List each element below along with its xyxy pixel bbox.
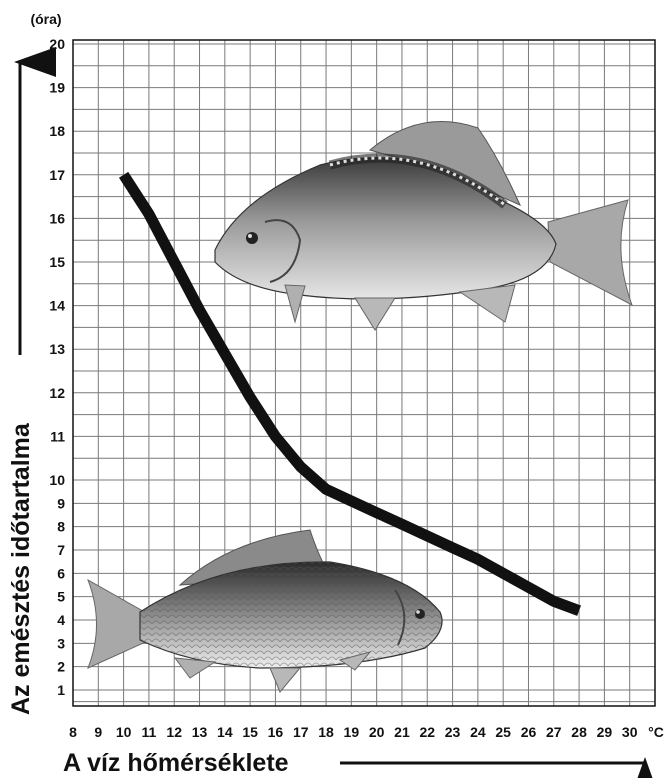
x-tick-label: 29 xyxy=(597,724,613,740)
x-tick-label: 28 xyxy=(571,724,587,740)
series-line xyxy=(118,171,582,616)
x-tick-label: 13 xyxy=(192,724,208,740)
x-tick-label: 20 xyxy=(369,724,385,740)
y-tick-label: 11 xyxy=(50,428,65,444)
y-tick-label: 17 xyxy=(49,167,65,183)
x-tick-label: 24 xyxy=(470,724,486,740)
x-tick-label: 22 xyxy=(419,724,435,740)
y-tick-label: 5 xyxy=(57,589,65,605)
y-tick-label: 16 xyxy=(49,210,65,226)
x-tick-label: 12 xyxy=(166,724,182,740)
x-tick-label: 8 xyxy=(69,724,77,740)
y-tick-label: 18 xyxy=(49,123,65,139)
x-tick-label: 30 xyxy=(622,724,638,740)
x-tick-label: 17 xyxy=(293,724,309,740)
x-unit-label: °C xyxy=(648,724,664,740)
x-tick-label: 15 xyxy=(242,724,258,740)
y-tick-label: 9 xyxy=(57,495,65,511)
y-tick-label: 15 xyxy=(49,254,65,270)
y-tick-label: 3 xyxy=(57,635,65,651)
fish-images xyxy=(87,121,633,693)
y-tick-label: 1 xyxy=(57,682,65,698)
x-tick-label: 14 xyxy=(217,724,233,740)
y-tick-label: 8 xyxy=(57,519,65,535)
y-tick-label: 20 xyxy=(49,36,65,52)
y-axis-title: Az emésztés időtartalma xyxy=(7,47,56,715)
plot-frame xyxy=(72,39,656,707)
x-axis-label: A víz hőmérséklete xyxy=(63,749,289,777)
x-tick-label: 26 xyxy=(521,724,537,740)
y-tick-label: 10 xyxy=(49,472,65,488)
x-tick-label: 10 xyxy=(116,724,132,740)
x-tick-label: 11 xyxy=(142,724,157,740)
x-tick-label: 16 xyxy=(268,724,284,740)
x-tick-label: 25 xyxy=(495,724,511,740)
y-tick-label: 19 xyxy=(49,80,65,96)
y-tick-label: 13 xyxy=(49,341,65,357)
y-tick-label: 14 xyxy=(49,298,65,314)
x-tick-label: 19 xyxy=(344,724,360,740)
y-axis-label: Az emésztés időtartalma xyxy=(7,422,35,715)
x-tick-label: 21 xyxy=(394,724,410,740)
mirror-carp-photo xyxy=(214,121,633,331)
x-tick-label: 18 xyxy=(318,724,334,740)
x-tick-label: 9 xyxy=(94,724,102,740)
x-tick-label: 27 xyxy=(546,724,562,740)
common-carp-photo xyxy=(87,529,443,693)
y-tick-label: 4 xyxy=(57,612,65,628)
x-tick-label: 23 xyxy=(445,724,461,740)
x-axis-title: A víz hőmérséklete xyxy=(63,749,660,778)
y-unit-label: (óra) xyxy=(30,11,61,27)
y-tick-label: 12 xyxy=(49,385,65,401)
y-tick-label: 6 xyxy=(57,565,65,581)
data-series xyxy=(118,171,582,616)
y-tick-label: 7 xyxy=(57,542,65,558)
y-tick-label: 2 xyxy=(57,659,65,675)
